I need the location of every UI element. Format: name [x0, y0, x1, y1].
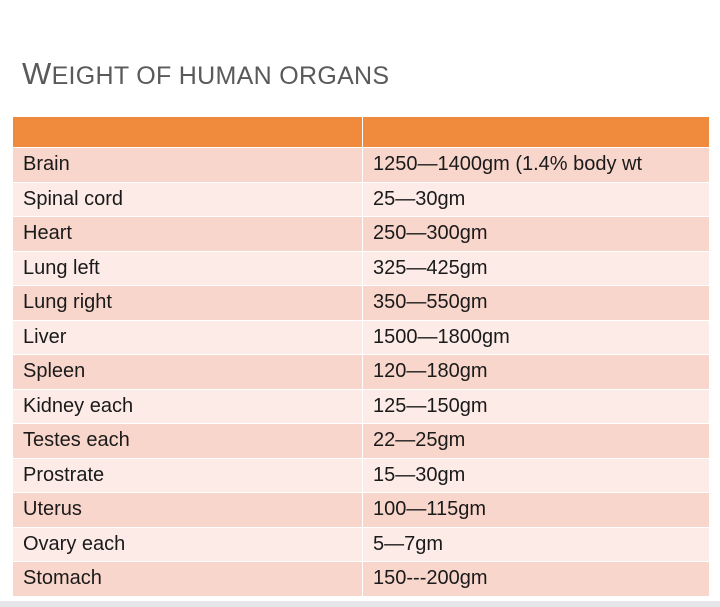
- organ-cell: Kidney each: [12, 388, 363, 424]
- weight-cell: 1500—1800gm: [362, 319, 710, 355]
- header-cell: [362, 116, 710, 148]
- bottom-bar: [0, 601, 720, 607]
- weight-cell: 125—150gm: [362, 388, 710, 424]
- table-row: Spleen 120—180gm: [12, 354, 710, 390]
- header-row: [12, 116, 710, 148]
- weight-cell: 1250—1400gm (1.4% body wt: [362, 147, 710, 183]
- organ-cell: Spinal cord: [12, 181, 363, 217]
- weight-cell: 120—180gm: [362, 354, 710, 390]
- weight-cell: 350—550gm: [362, 285, 710, 321]
- organ-cell: Spleen: [12, 354, 363, 390]
- header-cell: [12, 116, 363, 148]
- weight-cell: 22—25gm: [362, 423, 710, 459]
- weight-cell: 150---200gm: [362, 561, 710, 597]
- weight-cell: 325—425gm: [362, 250, 710, 286]
- organ-cell: Brain: [12, 147, 363, 183]
- organ-table: Brain 1250—1400gm (1.4% body wt Spinal cor…: [12, 116, 710, 597]
- table-row: Kidney each 125—150gm: [12, 388, 710, 424]
- table-row: Ovary each 5—7gm: [12, 526, 710, 562]
- table-row: Liver 1500—1800gm: [12, 319, 710, 355]
- organ-cell: Testes each: [12, 423, 363, 459]
- table-body: Brain 1250—1400gm (1.4% body wt Spinal cor…: [12, 116, 710, 597]
- weight-cell: 25—30gm: [362, 181, 710, 217]
- table-row: Stomach 150---200gm: [12, 561, 710, 597]
- table-row: Prostrate 15—30gm: [12, 457, 710, 493]
- weight-cell: 5—7gm: [362, 526, 710, 562]
- organ-cell: Ovary each: [12, 526, 363, 562]
- organ-cell: Uterus: [12, 492, 363, 528]
- weight-cell: 15—30gm: [362, 457, 710, 493]
- organ-cell: Liver: [12, 319, 363, 355]
- table-row: Lung left 325—425gm: [12, 250, 710, 286]
- table-row: Testes each 22—25gm: [12, 423, 710, 459]
- table-row: Brain 1250—1400gm (1.4% body wt: [12, 147, 710, 183]
- table-row: Uterus 100—115gm: [12, 492, 710, 528]
- weight-cell: 250—300gm: [362, 216, 710, 252]
- weight-cell: 100—115gm: [362, 492, 710, 528]
- organ-cell: Stomach: [12, 561, 363, 597]
- organ-cell: Lung right: [12, 285, 363, 321]
- title: WEIGHT OF HUMAN ORGANS: [22, 56, 390, 91]
- organ-cell: Prostrate: [12, 457, 363, 493]
- organ-cell: Lung left: [12, 250, 363, 286]
- table-row: Heart 250—300gm: [12, 216, 710, 252]
- table-row: Spinal cord 25—30gm: [12, 181, 710, 217]
- organ-cell: Heart: [12, 216, 363, 252]
- table-row: Lung right 350—550gm: [12, 285, 710, 321]
